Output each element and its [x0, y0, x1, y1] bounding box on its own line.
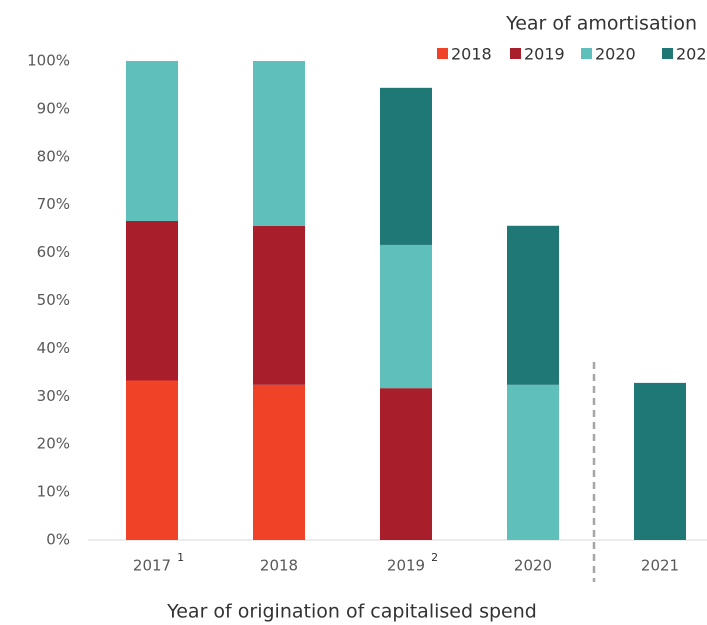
x-tick-label: 2021 [641, 557, 679, 575]
y-tick-label: 100% [27, 52, 70, 70]
legend-swatch [581, 48, 592, 59]
legend-swatch [662, 48, 673, 59]
y-tick-label: 10% [37, 483, 70, 501]
bar-segment [126, 61, 178, 221]
x-axis-title: Year of origination of capitalised spend [166, 601, 537, 623]
legend-label: 2018 [451, 45, 492, 64]
legend-label: 2021 [676, 45, 707, 64]
bar-segment [507, 384, 559, 540]
y-tick-label: 30% [37, 387, 70, 405]
x-tick-label: 2018 [260, 557, 298, 575]
x-tick-label: 2019 [387, 557, 425, 575]
y-tick-label: 80% [37, 147, 70, 165]
y-tick-label: 50% [37, 291, 70, 309]
footnote-marker: 2 [431, 551, 438, 564]
x-tick-label: 2017 [133, 557, 171, 575]
legend-swatch [437, 48, 448, 59]
bar-segment [126, 380, 178, 540]
y-tick-label: 20% [37, 435, 70, 453]
footnote-marker: 1 [177, 551, 184, 564]
bar-segment [253, 225, 305, 385]
bar-segment [253, 384, 305, 540]
legend-label: 2019 [524, 45, 565, 64]
y-tick-label: 0% [46, 531, 70, 549]
bar-segment [126, 220, 178, 381]
bar-segment [380, 244, 432, 389]
y-tick-label: 40% [37, 339, 70, 357]
y-tick-label: 60% [37, 243, 70, 261]
bar-segment [634, 382, 686, 540]
bar-segment [507, 225, 559, 385]
legend-title: Year of amortisation [505, 13, 697, 35]
bar-segment [380, 87, 432, 245]
x-tick-label: 2020 [514, 557, 552, 575]
y-tick-label: 70% [37, 195, 70, 213]
bar-segment [380, 388, 432, 540]
legend-label: 2020 [595, 45, 636, 64]
bar-segment [253, 61, 305, 226]
legend-swatch [510, 48, 521, 59]
y-tick-label: 90% [37, 99, 70, 117]
